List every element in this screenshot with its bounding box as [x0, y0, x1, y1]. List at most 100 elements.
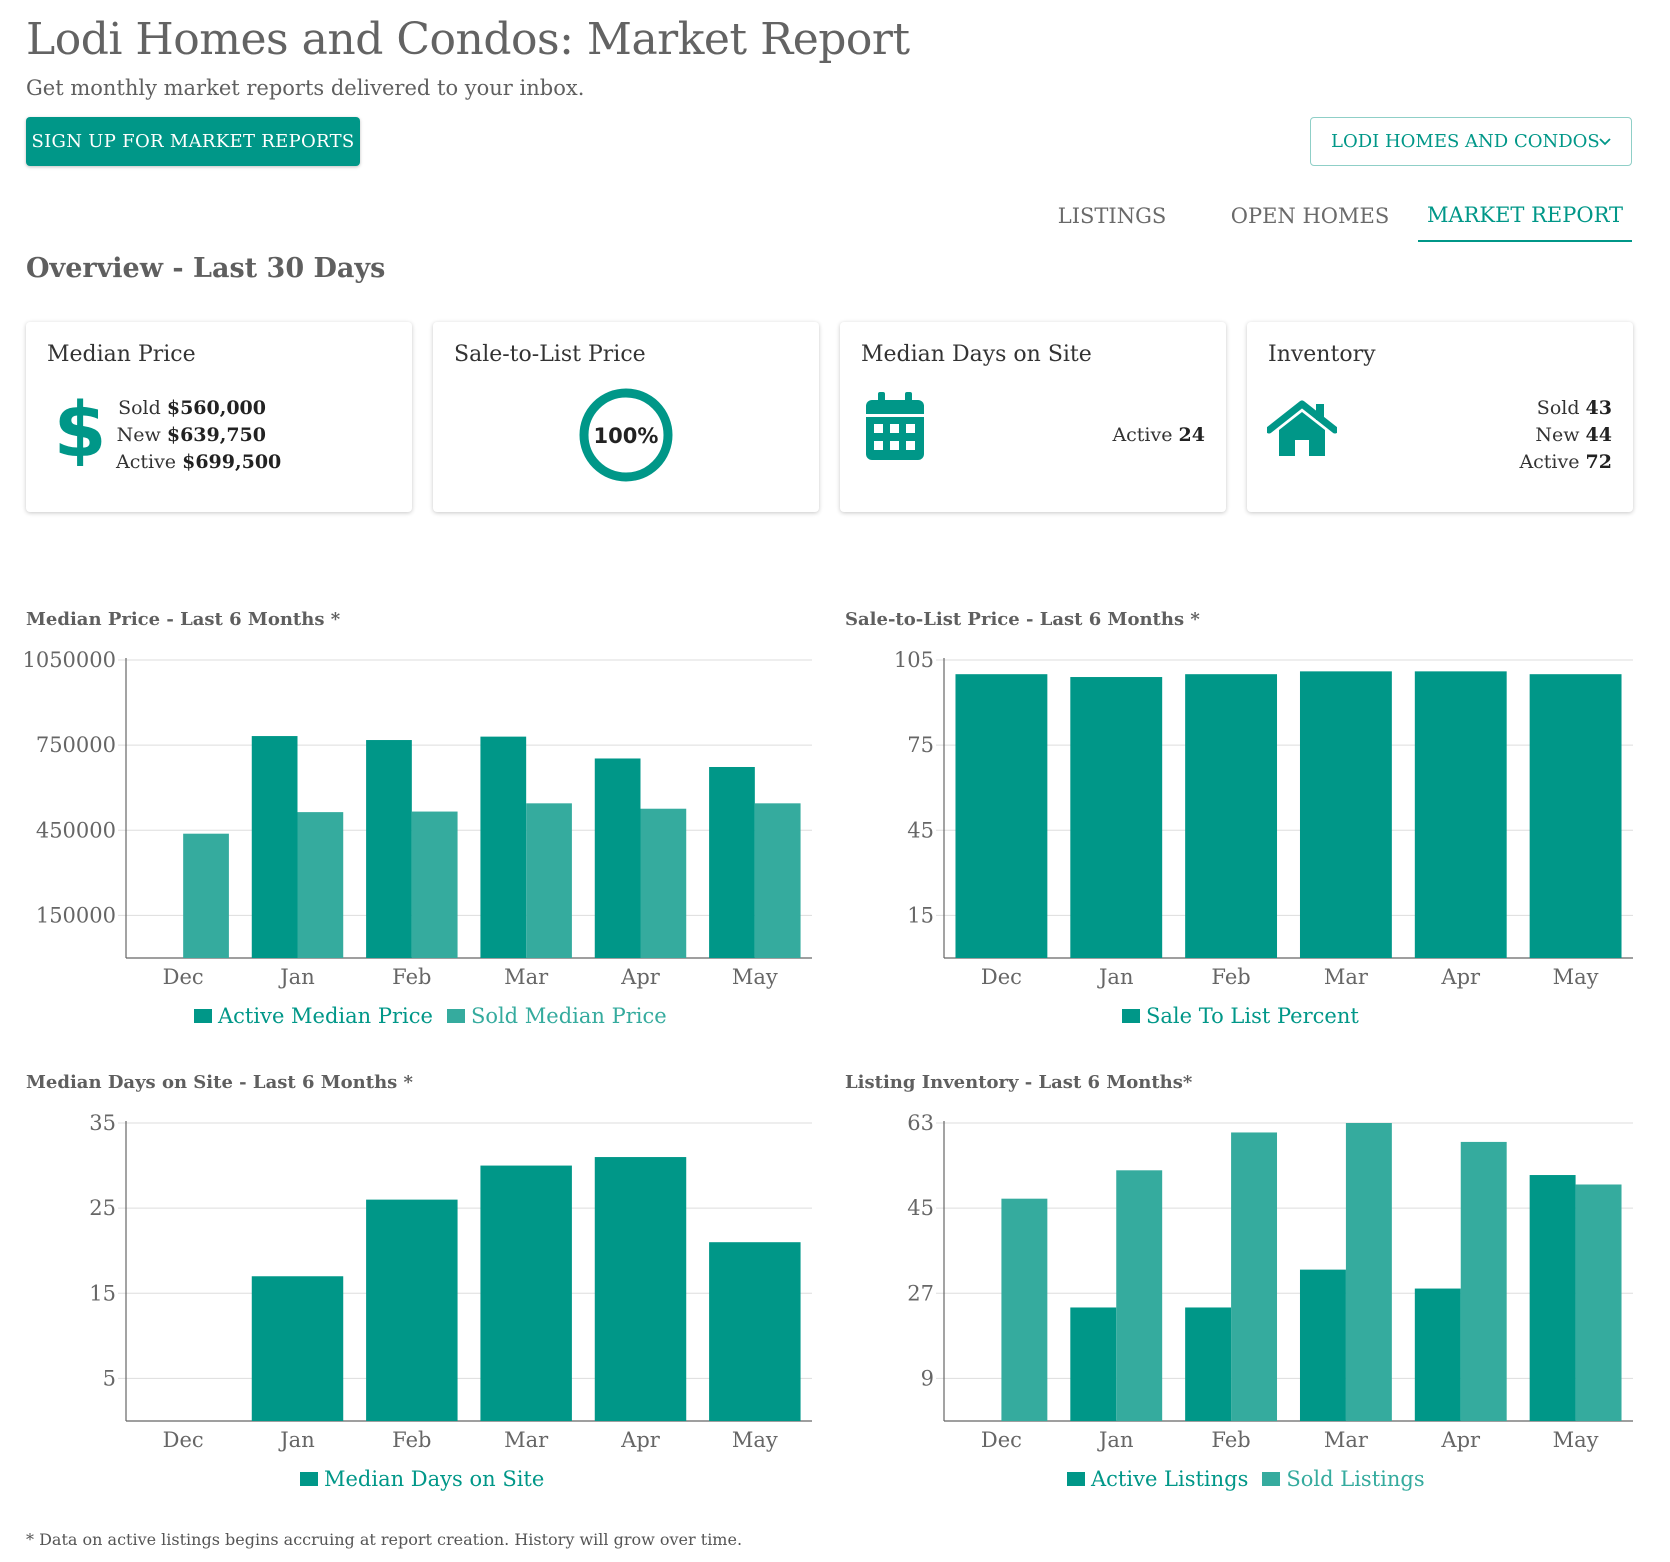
bar: [251, 1276, 344, 1421]
bar: [1575, 1184, 1622, 1421]
stat-line: Active $699,500: [116, 451, 282, 473]
median-price-values: Sold $560,000 New $639,750 Active $699,5…: [116, 395, 282, 476]
days-on-site-values: Active 24: [1060, 422, 1205, 449]
bar: [526, 803, 572, 958]
stat-line: Active 24: [1112, 424, 1205, 446]
bar: [1185, 1307, 1232, 1421]
y-tick-label: 750000: [36, 733, 116, 757]
legend-item[interactable]: Sold Median Price: [446, 1004, 667, 1028]
y-tick-label: 5: [103, 1366, 116, 1390]
y-tick-label: 1050000: [22, 648, 116, 672]
region-select[interactable]: LODI HOMES AND CONDOS: [1310, 117, 1632, 166]
bar: [480, 1165, 572, 1421]
x-tick-label: May: [732, 965, 778, 989]
legend-label: Active Listings: [1091, 1467, 1249, 1491]
region-select-label: LODI HOMES AND CONDOS: [1331, 131, 1600, 152]
x-tick-label: Mar: [504, 965, 549, 989]
chart-title-days-on-site: Median Days on Site - Last 6 Months *: [26, 1072, 413, 1093]
days-on-site-card: Median Days on Site Active 24: [840, 322, 1226, 512]
days-on-site-chart: 5 15 25 35 Dec Jan Feb Mar Apr May: [89, 1111, 812, 1452]
house-icon: [1267, 400, 1337, 456]
bar: [1299, 1269, 1346, 1421]
bar: [251, 736, 298, 958]
x-tick-label: Jan: [278, 1428, 314, 1452]
legend-swatch: [1262, 1472, 1281, 1486]
page-subtitle: Get monthly market reports delivered to …: [26, 76, 585, 100]
tab-open-homes[interactable]: OPEN HOMES: [1230, 204, 1390, 228]
bar: [709, 1242, 801, 1421]
listing-inventory-chart: 9 27 45 63 Dec Jan Feb Mar Apr May: [907, 1111, 1633, 1452]
listing-inventory-legend: Active Listings Sold Listings: [1067, 1467, 1425, 1491]
bar: [297, 812, 344, 958]
legend-item[interactable]: Sold Listings: [1262, 1467, 1425, 1491]
footnote: * Data on active listings begins accruin…: [26, 1530, 743, 1549]
x-tick-label: Jan: [1097, 965, 1133, 989]
bar: [1529, 1175, 1576, 1421]
bar: [1070, 1307, 1117, 1421]
bar: [1070, 677, 1163, 958]
days-on-site-legend: Median Days on Site: [300, 1467, 544, 1491]
chart-title-listing-inventory: Listing Inventory - Last 6 Months*: [845, 1072, 1193, 1093]
legend-item[interactable]: Median Days on Site: [300, 1467, 544, 1491]
y-tick-label: 35: [89, 1111, 116, 1135]
signup-market-reports-button[interactable]: SIGN UP FOR MARKET REPORTS: [26, 117, 360, 166]
chart-title-median-price: Median Price - Last 6 Months *: [26, 609, 341, 630]
x-tick-label: May: [1553, 1428, 1599, 1452]
legend-swatch: [300, 1472, 318, 1486]
card-title: Sale-to-List Price: [454, 342, 646, 367]
bar: [594, 758, 641, 958]
bar: [1414, 671, 1507, 958]
nav-tabs: LISTINGS OPEN HOMES MARKET REPORT: [0, 190, 1670, 242]
card-title: Inventory: [1268, 342, 1376, 367]
page-title: Lodi Homes and Condos: Market Report: [26, 14, 910, 65]
bar: [1116, 1170, 1163, 1421]
sale-to-list-legend: Sale To List Percent: [1122, 1004, 1359, 1028]
bar: [183, 833, 229, 958]
sale-to-list-value: 100%: [594, 424, 659, 448]
bar: [1414, 1288, 1461, 1421]
legend-item[interactable]: Active Listings: [1067, 1467, 1248, 1491]
bar: [1231, 1132, 1278, 1421]
stat-line: Sold $560,000: [118, 397, 266, 419]
legend-item[interactable]: Sale To List Percent: [1122, 1004, 1359, 1028]
legend-label: Sold Listings: [1286, 1467, 1425, 1491]
tab-listings[interactable]: LISTINGS: [1057, 204, 1167, 228]
stat-line: New $639,750: [116, 424, 266, 446]
chart-title-sale-to-list: Sale-to-List Price - Last 6 Months *: [845, 609, 1200, 630]
legend-item[interactable]: Active Median Price: [194, 1004, 433, 1028]
legend-label: Sale To List Percent: [1146, 1004, 1359, 1028]
dollar-icon: $: [56, 394, 104, 466]
stat-line: Active 72: [1519, 451, 1612, 473]
x-tick-label: Apr: [1440, 1428, 1481, 1452]
legend-label: Active Median Price: [218, 1004, 433, 1028]
y-tick-label: 15: [907, 903, 934, 927]
svg-text:$: $: [56, 394, 104, 466]
y-tick-label: 9: [921, 1366, 934, 1390]
inventory-values: Sold 43 New 44 Active 72: [1447, 395, 1612, 476]
stat-line: Sold 43: [1536, 397, 1612, 419]
x-tick-label: Feb: [1211, 1428, 1250, 1452]
inventory-card: Inventory Sold 43 New 44 Active 72: [1247, 322, 1633, 512]
x-tick-label: Apr: [620, 965, 661, 989]
stat-line: New 44: [1535, 424, 1612, 446]
overview-title: Overview - Last 30 Days: [26, 253, 386, 284]
x-tick-label: May: [732, 1428, 778, 1452]
y-tick-label: 150000: [36, 903, 116, 927]
y-tick-label: 75: [907, 733, 934, 757]
bar: [1529, 674, 1622, 958]
x-tick-label: Mar: [504, 1428, 549, 1452]
bar: [1299, 671, 1392, 958]
tab-market-report[interactable]: MARKET REPORT: [1418, 190, 1632, 242]
x-tick-label: Apr: [1440, 965, 1481, 989]
legend-swatch: [194, 1009, 212, 1023]
bar: [366, 740, 412, 958]
sale-to-list-card: Sale-to-List Price 100%: [433, 322, 819, 512]
bar: [1345, 1123, 1392, 1421]
bar: [594, 1157, 687, 1421]
x-tick-label: Dec: [981, 1428, 1022, 1452]
median-price-card: Median Price $ Sold $560,000 New $639,75…: [26, 322, 412, 512]
bar: [955, 674, 1048, 958]
bar: [754, 803, 801, 958]
x-tick-label: Feb: [392, 1428, 431, 1452]
